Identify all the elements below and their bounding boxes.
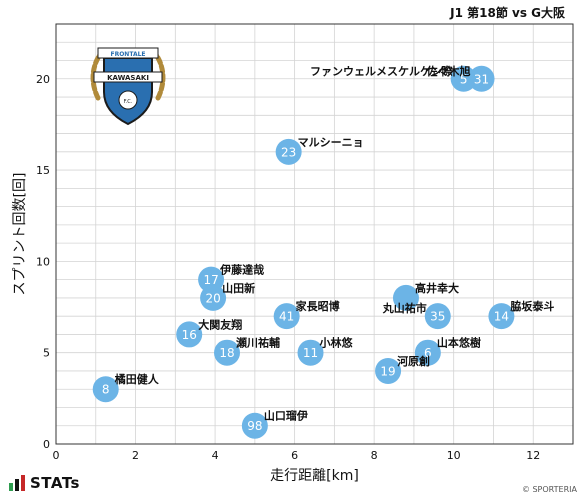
point-marker: [200, 284, 227, 311]
club-crest-logo: FRONTALE KAWASAKI F.C.: [90, 47, 166, 126]
point-marker: [214, 339, 241, 366]
plot-frame: [55, 23, 574, 445]
point-name-label: 家長昭博: [296, 299, 340, 313]
point-name-label: 伊藤達哉: [219, 263, 264, 277]
point-marker: [92, 376, 119, 403]
point-name-label: 山本悠樹: [437, 336, 481, 350]
point-number-label: 41: [279, 310, 294, 324]
point-number-label: 5: [460, 72, 468, 86]
point-name-label: 橘田健人: [114, 372, 160, 386]
point-marker: [176, 321, 203, 348]
point-number-label: 6: [424, 346, 432, 360]
x-tick-label: 4: [212, 449, 219, 462]
point-number-label: 8: [102, 383, 110, 397]
point-number-label: 17: [203, 273, 218, 287]
x-tick-label: 2: [132, 449, 139, 462]
player-point: 5 ファンウェルメスケルケン際: [310, 64, 477, 92]
bar-chart-icon: [9, 475, 25, 491]
x-axis-label: 走行距離[km]: [270, 467, 359, 484]
y-tick-label: 5: [43, 347, 50, 360]
point-marker: [241, 412, 268, 439]
y-tick-label: 10: [36, 255, 50, 268]
point-name-label: 脇坂泰斗: [510, 299, 554, 313]
point-marker: [450, 65, 477, 92]
copyright-credit: © SPORTERIA: [521, 485, 577, 494]
logo-text-top: FRONTALE: [110, 51, 145, 58]
stats-brand: STATs: [8, 474, 80, 492]
point-name-label: 高井幸大: [415, 281, 459, 295]
point-marker: [488, 303, 515, 330]
player-point: 8 橘田健人: [92, 372, 160, 403]
point-marker: [375, 357, 402, 384]
match-title: J1 第18節 vs G大阪: [450, 6, 565, 20]
point-marker: [414, 339, 441, 366]
point-number-label: 18: [219, 346, 234, 360]
point-marker: [273, 303, 300, 330]
y-tick-label: 0: [43, 438, 50, 451]
point-name-label: 山口瑠伊: [264, 409, 308, 423]
point-marker: [392, 284, 419, 311]
player-point: 6 山本悠樹: [414, 336, 481, 366]
data-points: 5ファンウェルメスケルケン際31佐々木旭23マルシーニョ17伊藤達哉20山田新4…: [92, 64, 554, 439]
x-tick-label: 0: [53, 449, 60, 462]
point-number-label: 35: [430, 310, 445, 324]
y-tick-label: 15: [36, 164, 50, 177]
axis-ticks: 0 2 4 6 8 10 12 0 5 10 15 20: [36, 73, 540, 462]
x-tick-label: 6: [291, 449, 298, 462]
point-name-label: 瀬川祐輔: [236, 336, 280, 350]
point-marker: [275, 138, 302, 165]
point-number-label: 20: [205, 291, 220, 305]
point-number-label: 98: [247, 419, 262, 433]
logo-text-mid: KAWASAKI: [107, 74, 149, 82]
point-name-label: 大関友翔: [198, 317, 242, 331]
point-number-label: 23: [281, 145, 296, 159]
logo-text-bottom: F.C.: [124, 99, 133, 105]
point-number-label: 16: [182, 328, 197, 342]
point-number-label: 11: [303, 346, 318, 360]
point-name-label: ファンウェルメスケルケン際: [310, 64, 454, 78]
player-point: 高井幸大: [392, 281, 459, 311]
point-number-label: 31: [474, 72, 489, 86]
point-name-label: 山田新: [222, 281, 255, 295]
point-name-label: 丸山祐市: [382, 301, 427, 315]
point-name-label: 佐々木旭: [426, 64, 471, 78]
x-tick-label: 8: [371, 449, 378, 462]
point-marker: [468, 65, 495, 92]
brand-name: STATs: [30, 474, 80, 492]
x-tick-label: 10: [447, 449, 461, 462]
y-tick-label: 20: [36, 73, 50, 86]
point-number-label: 14: [494, 310, 509, 324]
point-name-label: 小林悠: [319, 336, 354, 350]
point-marker: [297, 339, 324, 366]
x-tick-label: 12: [526, 449, 540, 462]
point-marker: [424, 303, 451, 330]
y-axis-label: スプリント回数[回]: [12, 173, 28, 296]
point-number-label: 19: [380, 364, 395, 378]
point-name-label: マルシーニョ: [298, 136, 364, 149]
point-name-label: 河原創: [397, 354, 430, 368]
